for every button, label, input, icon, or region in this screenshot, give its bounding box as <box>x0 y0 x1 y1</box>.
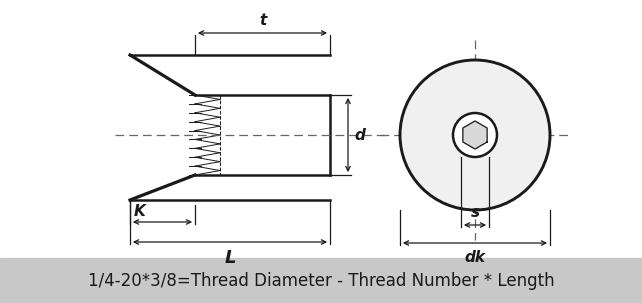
Text: L: L <box>224 249 236 267</box>
Text: dk: dk <box>465 250 485 265</box>
Circle shape <box>453 113 497 157</box>
Text: K: K <box>134 204 146 219</box>
Text: t: t <box>259 13 266 28</box>
Circle shape <box>400 60 550 210</box>
Polygon shape <box>463 121 487 149</box>
Text: 1/4-20*3/8=Thread Diameter - Thread Number * Length: 1/4-20*3/8=Thread Diameter - Thread Numb… <box>88 272 554 290</box>
Bar <box>0 258 642 303</box>
Text: d: d <box>354 128 365 142</box>
Text: s: s <box>471 205 480 220</box>
